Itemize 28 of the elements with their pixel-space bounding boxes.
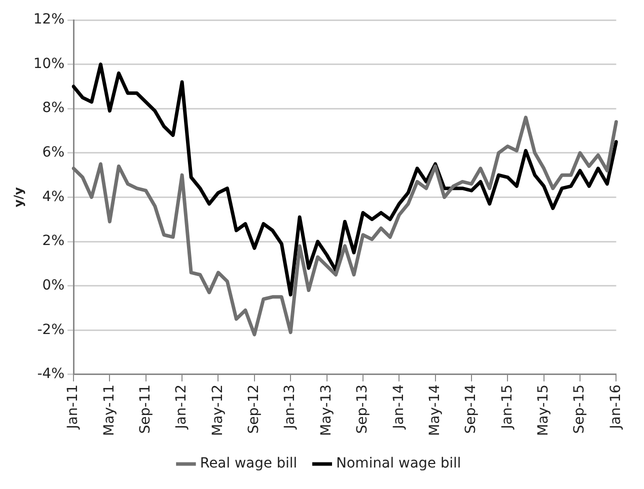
x-tick-label: Jan-16 bbox=[608, 384, 624, 430]
x-tick-label: May-12 bbox=[210, 384, 226, 436]
legend-label: Real wage bill bbox=[200, 456, 298, 472]
x-tick-label: Sep-14 bbox=[463, 384, 480, 434]
y-tick-label: 8% bbox=[42, 100, 65, 116]
y-tick-label: 2% bbox=[42, 233, 65, 250]
x-tick-label: Sep-13 bbox=[354, 384, 371, 434]
y-tick-label: 12% bbox=[33, 12, 65, 28]
x-tick-label: May-11 bbox=[101, 384, 118, 436]
y-tick-label: 4% bbox=[42, 188, 65, 205]
y-tick-label: -4% bbox=[37, 366, 65, 382]
x-tick-label: Jan-15 bbox=[499, 384, 516, 430]
x-tick-label: May-13 bbox=[318, 384, 334, 436]
y-tick-label: 6% bbox=[42, 144, 65, 161]
x-tick-label: May-14 bbox=[426, 384, 443, 436]
x-tick-label: Jan-13 bbox=[282, 384, 298, 430]
y-tick-label: 0% bbox=[42, 277, 65, 294]
x-tick-label: Jan-14 bbox=[390, 384, 407, 430]
x-tick-label: May-15 bbox=[535, 384, 552, 436]
x-tick-label: Jan-12 bbox=[174, 384, 190, 430]
legend-label: Nominal wage bill bbox=[336, 456, 462, 472]
y-tick-label: -2% bbox=[37, 322, 65, 338]
x-tick-label: Jan-11 bbox=[65, 384, 82, 430]
y-tick-label: 10% bbox=[33, 56, 65, 72]
x-tick-label: Sep-11 bbox=[138, 384, 154, 434]
x-tick-label: Sep-12 bbox=[246, 384, 262, 434]
y-axis-title: y/y bbox=[11, 187, 26, 208]
x-tick-label: Sep-15 bbox=[572, 384, 588, 434]
